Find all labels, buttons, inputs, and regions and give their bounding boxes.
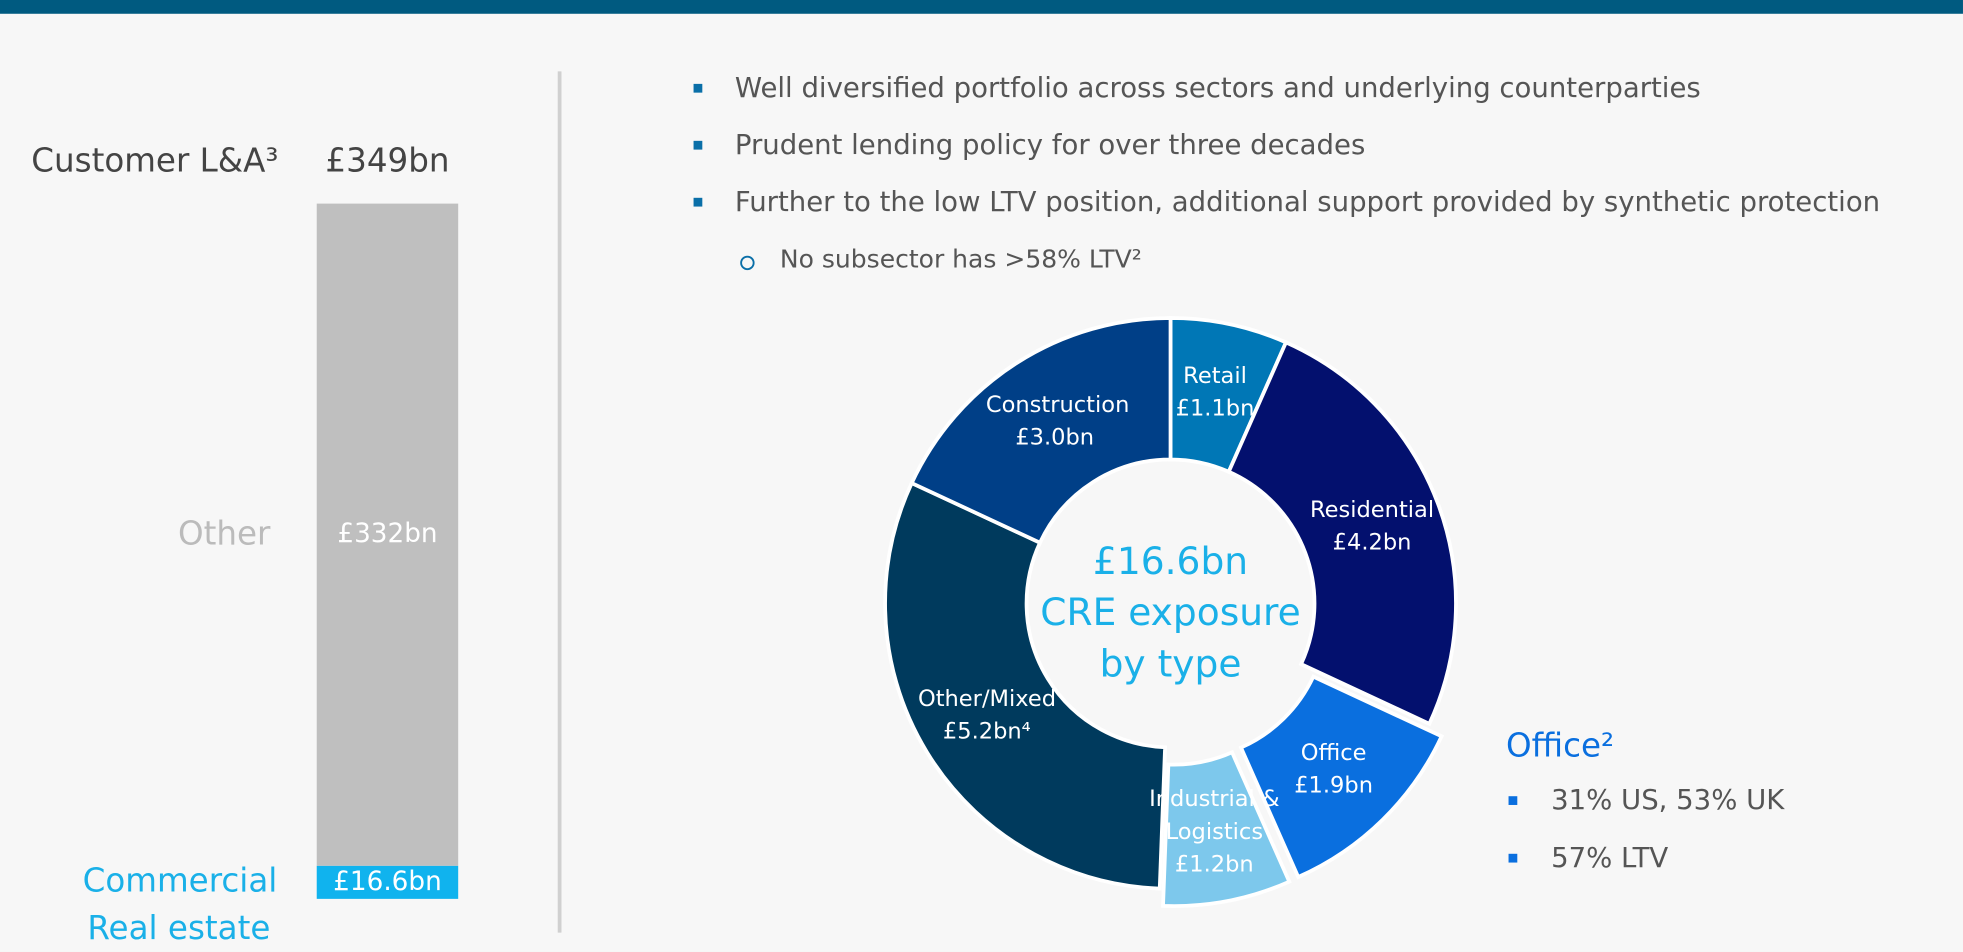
donut-slice <box>1238 674 1445 880</box>
donut-slice <box>883 480 1168 891</box>
slice-name: Residential <box>1309 497 1435 524</box>
slice-value: £5.2bn⁴ <box>942 718 1031 745</box>
slice-name: Construction <box>985 391 1130 419</box>
bar-title: Customer L&A³ <box>31 142 278 180</box>
slice-value: £4.2bn <box>1332 530 1412 557</box>
center-label: £16.6bn <box>1093 539 1248 583</box>
slice-name: Other/Mixed <box>917 685 1057 712</box>
slice-name: Office <box>1300 739 1367 766</box>
sub-bullet-marker <box>740 255 755 271</box>
bullet-text: Further to the low LTV position, additio… <box>735 186 1880 218</box>
office-title: Office² <box>1506 726 1614 764</box>
bullet-marker <box>1508 853 1518 863</box>
bar-segment <box>316 203 459 866</box>
segment-name: Other <box>177 515 271 554</box>
slice-name: Industrial & Logistics <box>1149 785 1280 845</box>
slice-value: £1.1bn <box>1175 395 1255 422</box>
donut-slice <box>1161 749 1292 908</box>
office-bullet: 57% LTV <box>1551 842 1668 874</box>
sub-bullet-text: No subsector has >58% LTV² <box>780 244 1142 273</box>
bullet-marker <box>693 140 703 150</box>
donut-slice <box>909 316 1173 546</box>
bar-segment <box>316 865 459 899</box>
bullet-marker <box>693 83 703 93</box>
slice-value: £3.0bn <box>1015 424 1095 451</box>
donut-slice <box>1226 339 1458 727</box>
slice-value: £1.9bn <box>1294 772 1373 799</box>
center-label: CRE exposure <box>1040 590 1301 634</box>
bullet-text: Well diversified portfolio across sector… <box>735 72 1701 104</box>
office-bullet: 31% US, 53% UK <box>1551 784 1785 816</box>
bullet-marker <box>693 197 703 207</box>
segment-name: Commercial Real estate <box>82 862 278 948</box>
segment-label: £332bn <box>337 519 437 549</box>
bullet-marker <box>1508 796 1518 805</box>
center-label: by type <box>1100 642 1242 686</box>
total-label: £349bn <box>325 142 449 180</box>
slice-name: Retail <box>1183 362 1247 389</box>
top-band <box>0 0 1963 14</box>
bullet-text: Prudent lending policy for over three de… <box>735 129 1365 161</box>
slice-value: £1.2bn <box>1174 850 1254 878</box>
segment-label: £16.6bn <box>333 867 442 897</box>
